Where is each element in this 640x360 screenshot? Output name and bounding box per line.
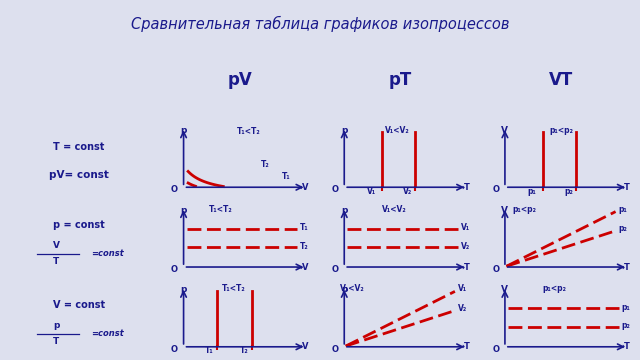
Text: T: T bbox=[53, 257, 60, 266]
Text: V: V bbox=[501, 206, 508, 215]
Text: V₂: V₂ bbox=[461, 242, 470, 251]
Text: V₁<V₂: V₁<V₂ bbox=[382, 204, 407, 213]
Text: →V: →V bbox=[296, 262, 309, 271]
Text: p₁: p₁ bbox=[527, 187, 536, 196]
Text: p₁: p₁ bbox=[619, 204, 627, 213]
Text: T₁<T₂: T₁<T₂ bbox=[237, 127, 260, 136]
Text: =const: =const bbox=[91, 249, 124, 258]
Text: V₁<V₂: V₁<V₂ bbox=[340, 284, 364, 293]
Text: →T: →T bbox=[618, 183, 631, 192]
Text: →V: →V bbox=[296, 342, 309, 351]
Text: p: p bbox=[53, 321, 60, 330]
Text: T: T bbox=[53, 337, 60, 346]
Text: p₁<p₂: p₁<p₂ bbox=[543, 284, 567, 293]
Text: T₂: T₂ bbox=[300, 242, 309, 251]
Text: T₁: T₁ bbox=[282, 172, 291, 181]
Text: V: V bbox=[52, 241, 60, 250]
Text: T₁: T₁ bbox=[205, 346, 214, 355]
Text: V = const: V = const bbox=[53, 300, 105, 310]
Text: VT: VT bbox=[549, 71, 573, 89]
Text: →V: →V bbox=[296, 183, 309, 192]
Text: →T: →T bbox=[618, 342, 631, 351]
Text: T₂: T₂ bbox=[239, 346, 248, 355]
Text: p₁<p₂: p₁<p₂ bbox=[513, 204, 536, 213]
Text: T₁<T₂: T₁<T₂ bbox=[209, 204, 233, 213]
Text: →T: →T bbox=[457, 262, 470, 271]
Text: V: V bbox=[501, 285, 508, 294]
Text: O: O bbox=[171, 185, 178, 194]
Text: p: p bbox=[180, 126, 187, 135]
Text: O: O bbox=[332, 185, 339, 194]
Text: p₂: p₂ bbox=[564, 187, 573, 196]
Text: Сравнительная таблица графиков изопроцессов: Сравнительная таблица графиков изопроцес… bbox=[131, 16, 509, 32]
Text: p: p bbox=[180, 206, 187, 215]
Text: T = const: T = const bbox=[53, 141, 105, 152]
Text: pV= const: pV= const bbox=[49, 170, 109, 180]
Text: →T: →T bbox=[618, 262, 631, 271]
Text: p: p bbox=[341, 285, 348, 294]
Text: p₁: p₁ bbox=[621, 303, 630, 312]
Text: p: p bbox=[180, 285, 187, 294]
Text: V: V bbox=[501, 126, 508, 135]
Text: V₂: V₂ bbox=[458, 303, 467, 312]
Text: T₁: T₁ bbox=[300, 223, 309, 232]
Text: O: O bbox=[492, 265, 499, 274]
Text: p₁<p₂: p₁<p₂ bbox=[549, 126, 573, 135]
Text: p = const: p = const bbox=[53, 220, 105, 230]
Text: O: O bbox=[492, 185, 499, 194]
Text: V₁: V₁ bbox=[461, 223, 470, 232]
Text: p: p bbox=[341, 206, 348, 215]
Text: O: O bbox=[332, 345, 339, 354]
Text: T₁<T₂: T₁<T₂ bbox=[221, 284, 245, 293]
Text: V₁<V₂: V₁<V₂ bbox=[385, 126, 410, 135]
Text: V₁: V₁ bbox=[367, 187, 376, 196]
Text: V₂: V₂ bbox=[403, 187, 413, 196]
Text: pT: pT bbox=[388, 71, 412, 89]
Text: pV: pV bbox=[227, 71, 252, 89]
Text: T₂: T₂ bbox=[261, 160, 269, 169]
Text: =const: =const bbox=[91, 329, 124, 338]
Text: O: O bbox=[332, 265, 339, 274]
Text: →T: →T bbox=[457, 342, 470, 351]
Text: p₂: p₂ bbox=[619, 224, 627, 233]
Text: →T: →T bbox=[457, 183, 470, 192]
Text: O: O bbox=[171, 345, 178, 354]
Text: O: O bbox=[171, 265, 178, 274]
Text: O: O bbox=[492, 345, 499, 354]
Text: V₁: V₁ bbox=[458, 284, 467, 293]
Text: p: p bbox=[341, 126, 348, 135]
Text: p₂: p₂ bbox=[621, 321, 630, 330]
